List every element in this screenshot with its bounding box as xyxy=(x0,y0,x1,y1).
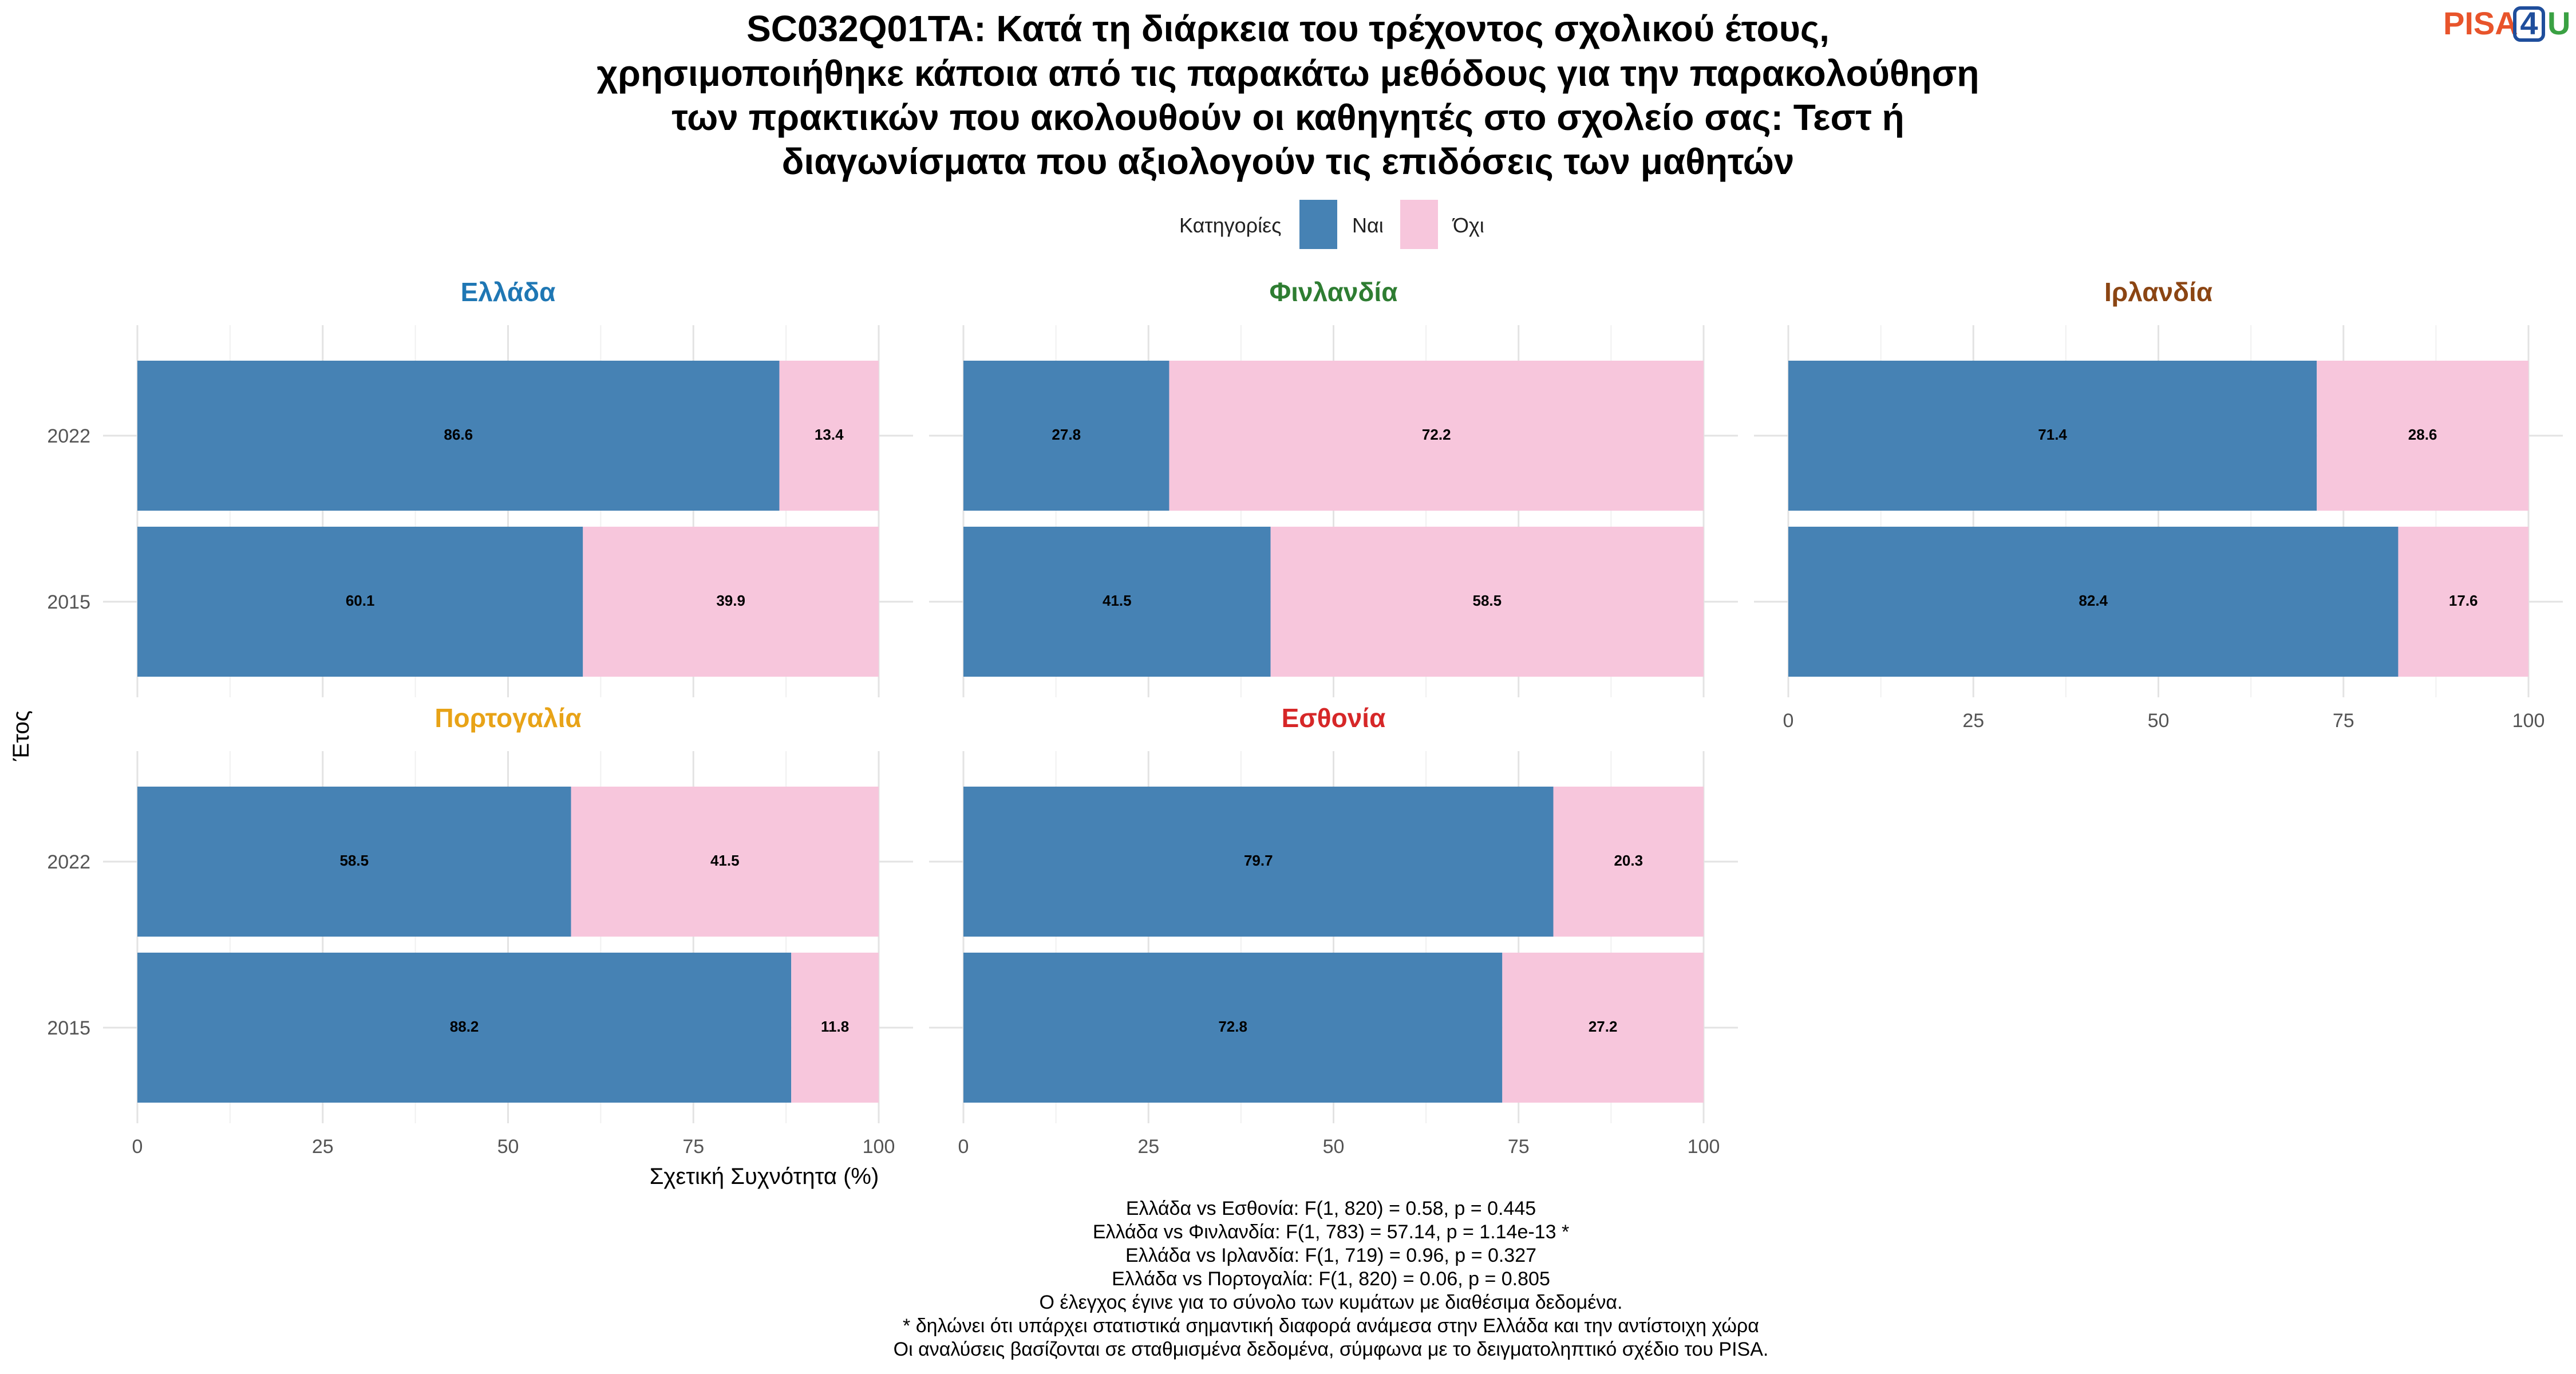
bar-yes xyxy=(963,361,1170,511)
note-line-5: Ο έλεγχος έγινε για το σύνολο των κυμάτω… xyxy=(1040,1292,1623,1313)
bar-label-no: 20.3 xyxy=(1614,852,1643,869)
title-line-1: SC032Q01TA: Κατά τη διάρκεια του τρέχοντ… xyxy=(746,8,1830,49)
x-tick-label: 75 xyxy=(1508,1136,1530,1158)
bar-yes xyxy=(963,787,1554,937)
legend-swatch-no xyxy=(1400,200,1438,249)
bar-label-no: 11.8 xyxy=(821,1018,849,1035)
legend: Κατηγορίες Ναι Όχι xyxy=(1179,200,1484,249)
bar-yes xyxy=(1788,527,2399,677)
x-tick-label: 0 xyxy=(1783,710,1794,732)
bar-no xyxy=(1502,953,1704,1103)
y-tick-label: 2015 xyxy=(47,1017,90,1039)
bar-label-yes: 41.5 xyxy=(1103,592,1132,609)
bar-label-yes: 60.1 xyxy=(346,592,375,609)
y-axis-title: Έτος xyxy=(9,710,34,761)
bar-no xyxy=(583,527,879,677)
x-tick-label: 0 xyxy=(132,1136,143,1158)
y-tick-label: 2022 xyxy=(47,425,90,447)
logo-text-pisa: PISA xyxy=(2443,5,2518,41)
bar-label-yes: 88.2 xyxy=(450,1018,479,1035)
bar-label-yes: 72.8 xyxy=(1218,1018,1247,1035)
bar-yes xyxy=(137,787,571,937)
bar-label-no: 27.2 xyxy=(1589,1018,1618,1035)
title-line-3: των πρακτικών που ακολουθούν οι καθηγητέ… xyxy=(671,97,1904,138)
x-tick-label: 50 xyxy=(2148,710,2170,732)
pisa4u-logo: PISA 4 U xyxy=(2443,5,2570,42)
bar-label-no: 72.2 xyxy=(1422,426,1451,443)
x-tick-label: 50 xyxy=(497,1136,519,1158)
panel-4: Πορτογαλία 58.5 41.5 2022 88.2 11.8 2015 0 25 50 7… xyxy=(47,703,913,1158)
panel-title: Ιρλανδία xyxy=(2104,277,2212,307)
note-line-7: Οι αναλύσεις βασίζονται σε σταθμισμένα δ… xyxy=(894,1339,1769,1360)
logo-box xyxy=(2513,6,2545,42)
panel-3: Ιρλανδία 71.4 28.6 82.4 17.6 0 25 50 75 100 xyxy=(1754,277,2563,732)
legend-swatch-yes xyxy=(1299,200,1337,249)
logo-text-u: U xyxy=(2547,5,2570,41)
x-tick-label: 100 xyxy=(2512,710,2545,732)
panel-title: Φινλανδία xyxy=(1270,277,1398,307)
note-line-3: Ελλάδα vs Ιρλανδία: F(1, 719) = 0.96, p … xyxy=(1125,1245,1536,1266)
panel-2: Φινλανδία 27.8 72.2 41.5 58.5 xyxy=(929,277,1738,697)
bar-label-yes: 86.6 xyxy=(444,426,473,443)
y-tick-label: 2015 xyxy=(47,591,90,613)
footnotes: Ελλάδα vs Εσθονία: F(1, 820) = 0.58, p =… xyxy=(894,1198,1769,1360)
bar-yes xyxy=(963,953,1503,1103)
legend-title: Κατηγορίες xyxy=(1179,214,1282,237)
bar-label-yes: 71.4 xyxy=(2038,426,2067,443)
logo-text-4: 4 xyxy=(2520,5,2538,41)
panel-title: Ελλάδα xyxy=(461,277,556,307)
x-tick-label: 100 xyxy=(863,1136,895,1158)
bar-label-no: 39.9 xyxy=(716,592,745,609)
facet-panels: Ελλάδα 86.6 13.4 2022 60.1 39.9 2015 Φινλανδία 2… xyxy=(47,277,2563,1158)
title-line-2: χρησιμοποιήθηκε κάποια από τις παρακάτω … xyxy=(597,53,1980,94)
note-line-1: Ελλάδα vs Εσθονία: F(1, 820) = 0.58, p =… xyxy=(1126,1198,1536,1219)
title-line-4: διαγωνίσματα που αξιολογούν τις επιδόσει… xyxy=(782,141,1795,182)
bar-no xyxy=(2398,527,2528,677)
x-tick-label: 50 xyxy=(1323,1136,1345,1158)
panel-5: Εσθονία 79.7 20.3 72.8 27.2 0 25 50 75 100 xyxy=(929,703,1738,1158)
bar-label-no: 17.6 xyxy=(2449,592,2478,609)
bar-label-yes: 27.8 xyxy=(1052,426,1081,443)
x-tick-label: 75 xyxy=(682,1136,704,1158)
bar-no xyxy=(1270,527,1704,677)
legend-label-yes: Ναι xyxy=(1352,214,1384,237)
panel-title: Πορτογαλία xyxy=(434,703,581,733)
bar-label-yes: 79.7 xyxy=(1244,852,1273,869)
bar-yes xyxy=(137,953,792,1103)
bar-label-no: 13.4 xyxy=(815,426,844,443)
x-axis-title: Σχετική Συχνότητα (%) xyxy=(650,1164,879,1189)
note-line-4: Ελλάδα vs Πορτογαλία: F(1, 820) = 0.06, … xyxy=(1112,1268,1550,1290)
bar-yes xyxy=(137,361,780,511)
bar-label-no: 41.5 xyxy=(710,852,740,869)
bar-no xyxy=(779,361,879,511)
x-tick-label: 25 xyxy=(1137,1136,1159,1158)
bar-yes xyxy=(963,527,1271,677)
x-tick-label: 100 xyxy=(1688,1136,1720,1158)
x-tick-label: 0 xyxy=(958,1136,969,1158)
bar-no xyxy=(2317,361,2528,511)
bar-yes xyxy=(137,527,583,677)
x-tick-label: 25 xyxy=(312,1136,334,1158)
bar-label-no: 28.6 xyxy=(2408,426,2437,443)
bar-no xyxy=(791,953,879,1103)
note-line-2: Ελλάδα vs Φινλανδία: F(1, 783) = 57.14, … xyxy=(1093,1221,1569,1243)
bar-label-yes: 82.4 xyxy=(2079,592,2108,609)
note-line-6: * δηλώνει ότι υπάρχει στατιστικά σημαντι… xyxy=(903,1315,1759,1337)
chart-title: SC032Q01TA: Κατά τη διάρκεια του τρέχοντ… xyxy=(597,8,1980,182)
legend-label-no: Όχι xyxy=(1452,214,1484,237)
bar-yes xyxy=(1788,361,2317,511)
bar-label-no: 58.5 xyxy=(1472,592,1502,609)
bar-no xyxy=(1553,787,1704,937)
panel-1: Ελλάδα 86.6 13.4 2022 60.1 39.9 2015 xyxy=(47,277,913,697)
x-tick-label: 75 xyxy=(2333,710,2354,732)
y-tick-label: 2022 xyxy=(47,851,90,873)
bar-no xyxy=(571,787,879,937)
bar-no xyxy=(1169,361,1704,511)
panel-title: Εσθονία xyxy=(1282,703,1386,733)
bar-label-yes: 58.5 xyxy=(339,852,369,869)
x-tick-label: 25 xyxy=(1962,710,1984,732)
